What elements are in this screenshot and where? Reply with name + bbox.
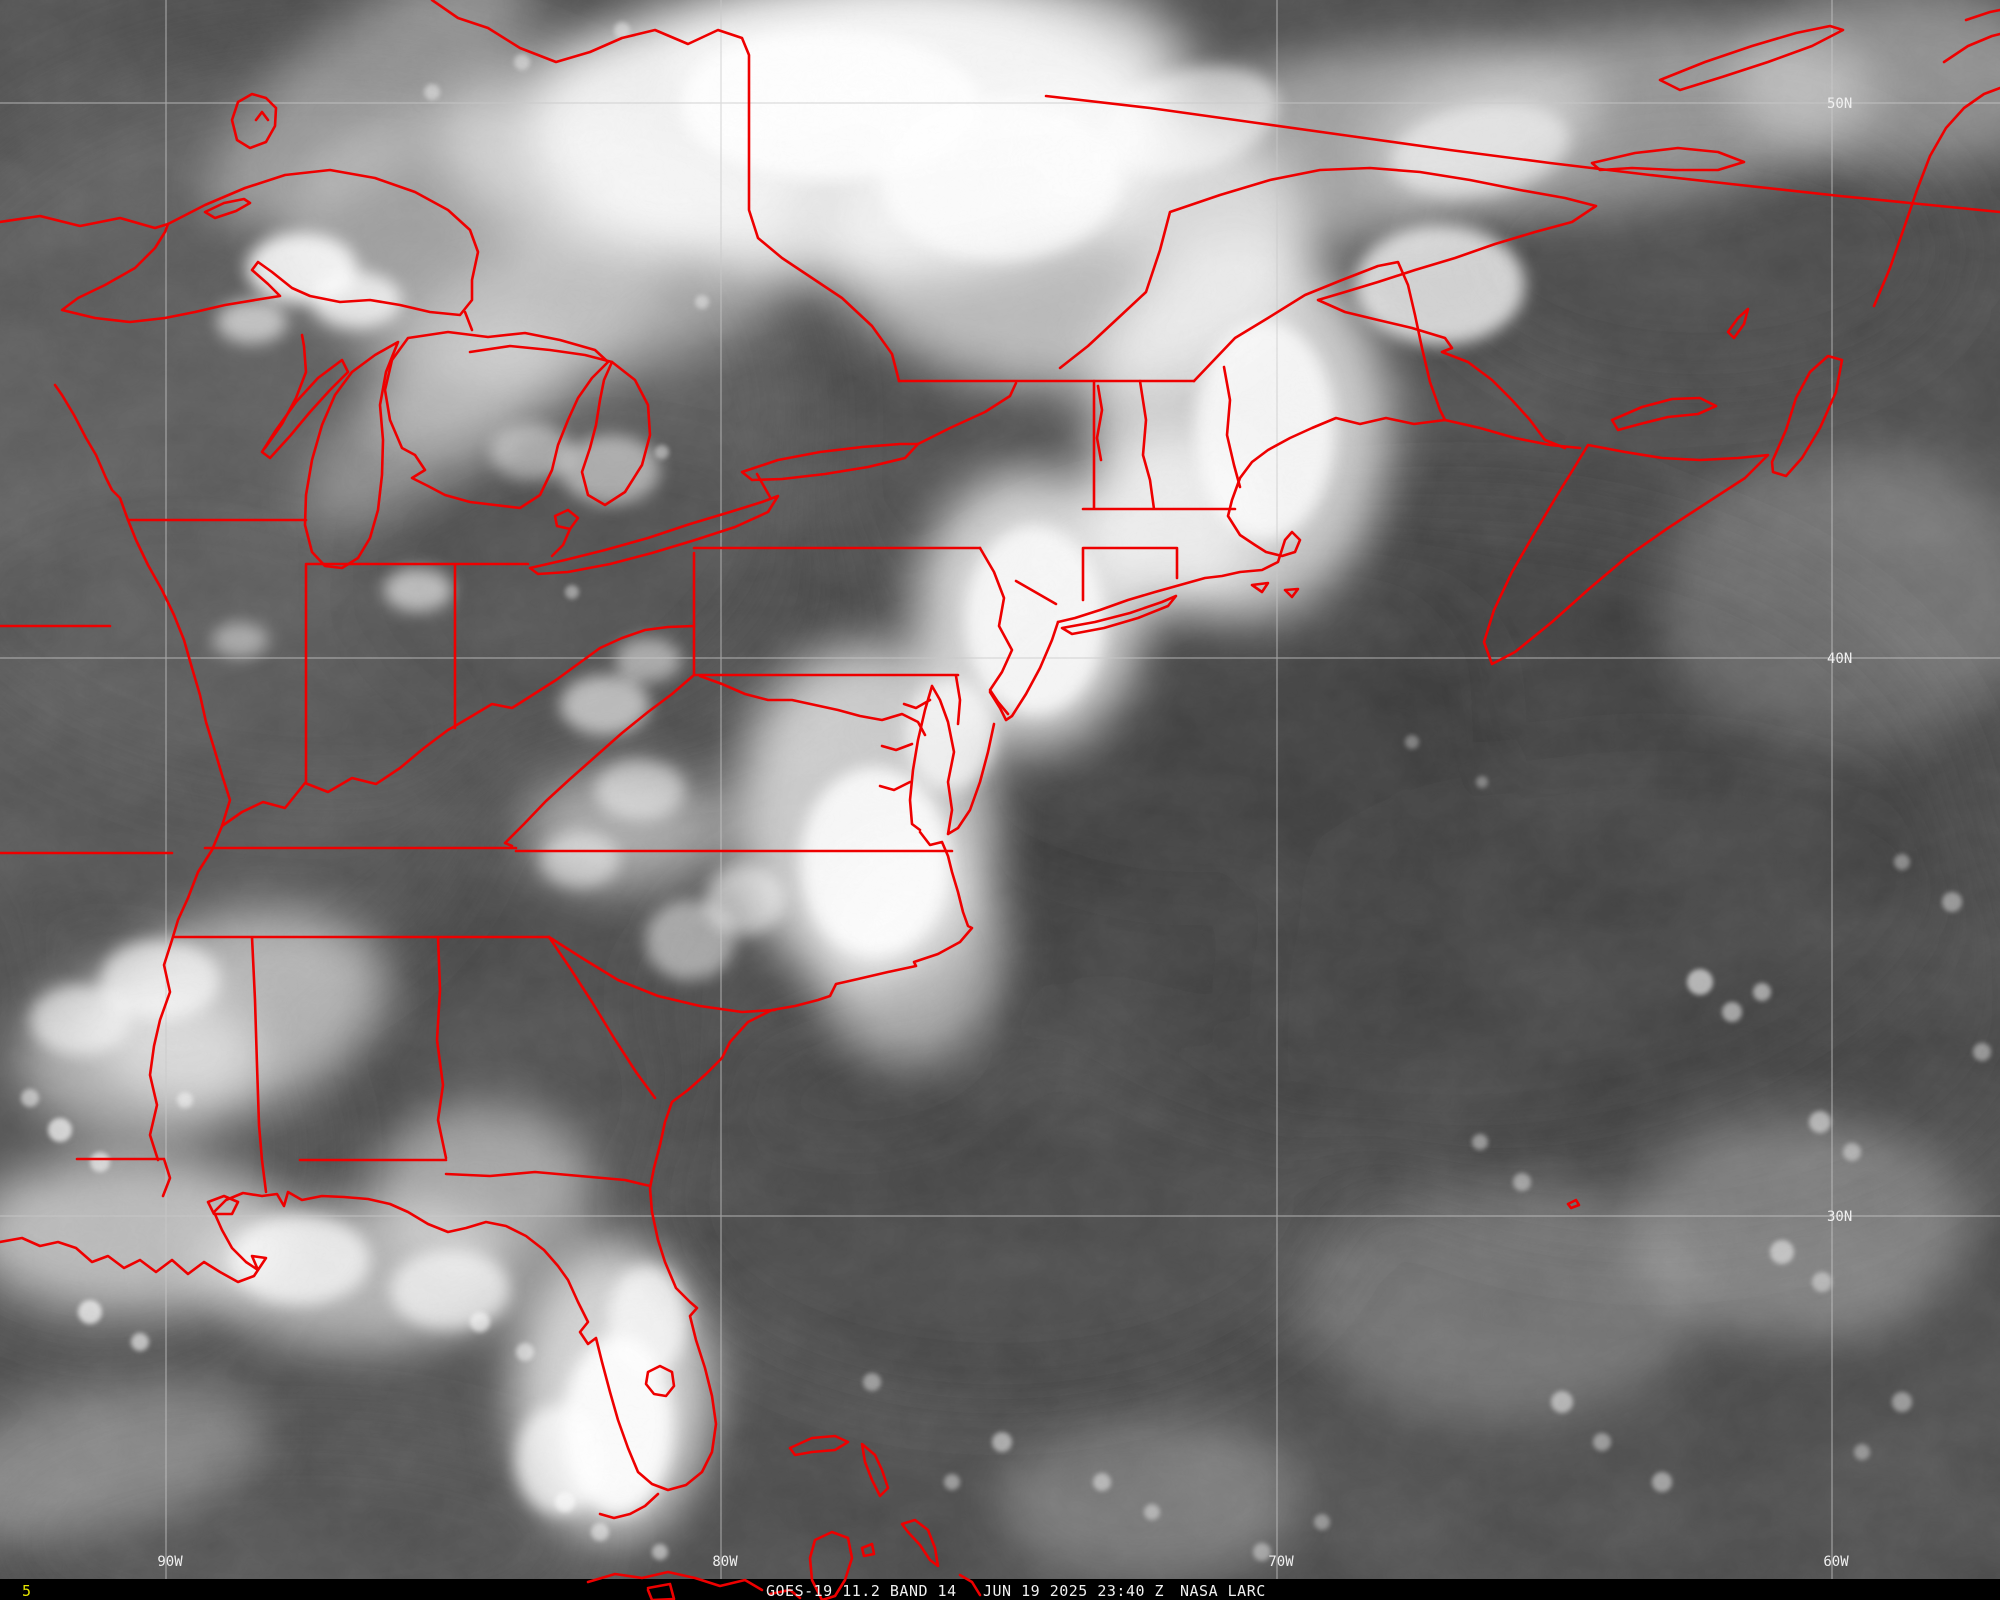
meridian-label-70W: 70W	[1268, 1554, 1294, 1570]
ohio-river-border	[220, 624, 696, 828]
magdalen-islands	[1726, 307, 1750, 340]
lake-superior	[60, 168, 480, 324]
meridian-label-90W: 90W	[157, 1554, 183, 1570]
potomac-river	[698, 674, 927, 737]
meridian-label-80W: 80W	[712, 1554, 738, 1570]
border-maine-quebec-nb	[1192, 260, 1447, 422]
lake-champlain	[1095, 384, 1104, 462]
prince-edward-island	[1610, 396, 1718, 432]
grand-bahama	[788, 1434, 850, 1457]
parallel-label-50N: 50N	[1827, 96, 1852, 112]
border-canada-west	[0, 214, 170, 230]
new-jersey-coast	[988, 620, 1060, 722]
cape-breton	[1770, 354, 1844, 478]
labrador-strait-outline	[1658, 24, 1845, 92]
long-island	[1060, 594, 1178, 636]
delmarva-chesapeake	[878, 674, 996, 836]
lake-nipigon	[230, 92, 278, 150]
berry-islands	[860, 1542, 876, 1558]
st-lawrence-north-shore	[1044, 94, 2000, 214]
abaco	[860, 1442, 890, 1498]
caption-datetime: JUN 19 2025 23:40 Z	[983, 1582, 1164, 1600]
border-nc-sc	[547, 935, 777, 1014]
coast-new-england	[1056, 416, 1447, 624]
lake-huron	[383, 330, 610, 510]
anticosti-island	[1590, 146, 1746, 172]
cuba-north-coast	[586, 1570, 802, 1600]
caption-credit: NASA LARC	[1180, 1582, 1266, 1600]
newfoundland-coast	[1872, 8, 2000, 308]
caption: 5 GOES-19 11.2 BAND 14 JUN 19 2025 23:40…	[22, 1582, 1266, 1600]
andros	[808, 1530, 854, 1600]
georgian-bay	[580, 360, 652, 507]
mississippi-river-border	[53, 383, 232, 1162]
grid-labels: 90W 80W 70W 60W 50N 40N 30N	[157, 96, 1852, 1570]
manitoulin-islands	[468, 344, 614, 364]
st-marys-river	[463, 310, 474, 332]
border-wv-va	[503, 673, 696, 848]
lake-okeechobee	[644, 1364, 676, 1398]
border-ontario-quebec	[430, 0, 901, 383]
state-borders-northeast	[1014, 365, 1242, 606]
meridian-label-60W: 60W	[1823, 1554, 1849, 1570]
coastline-atlantic-gulf	[0, 830, 974, 1492]
border-ga-sc	[547, 935, 657, 1100]
parallel-label-30N: 30N	[1827, 1209, 1852, 1225]
border-mi-wi	[263, 333, 308, 450]
lake-erie	[528, 494, 780, 576]
cat-island	[958, 1573, 982, 1597]
lake-st-clair	[550, 508, 580, 558]
state-borders-midwest	[0, 518, 982, 1198]
florida-keys	[598, 1492, 660, 1520]
caption-bar	[0, 1579, 2000, 1600]
frame-number: 5	[22, 1582, 32, 1600]
lake-michigan	[303, 340, 400, 570]
caption-product: GOES-19 11.2 BAND 14	[766, 1582, 957, 1600]
bermuda	[1566, 1198, 1581, 1210]
parallel-label-40N: 40N	[1827, 651, 1852, 667]
new-brunswick-fundy-coast	[1443, 418, 1582, 450]
niagara-river	[755, 472, 772, 499]
new-jersey-delaware-river	[978, 546, 1014, 716]
st-lawrence-river-upper	[916, 381, 1018, 446]
isle-royale	[203, 197, 252, 220]
nova-scotia	[1482, 443, 1770, 666]
green-bay	[260, 358, 350, 460]
islands-ma	[1250, 581, 1300, 599]
eleuthera	[900, 1518, 940, 1568]
lake-pontchartrain	[206, 1194, 240, 1216]
st-lawrence-south-shore-gaspe	[1058, 166, 1598, 450]
lake-ontario	[740, 442, 920, 482]
